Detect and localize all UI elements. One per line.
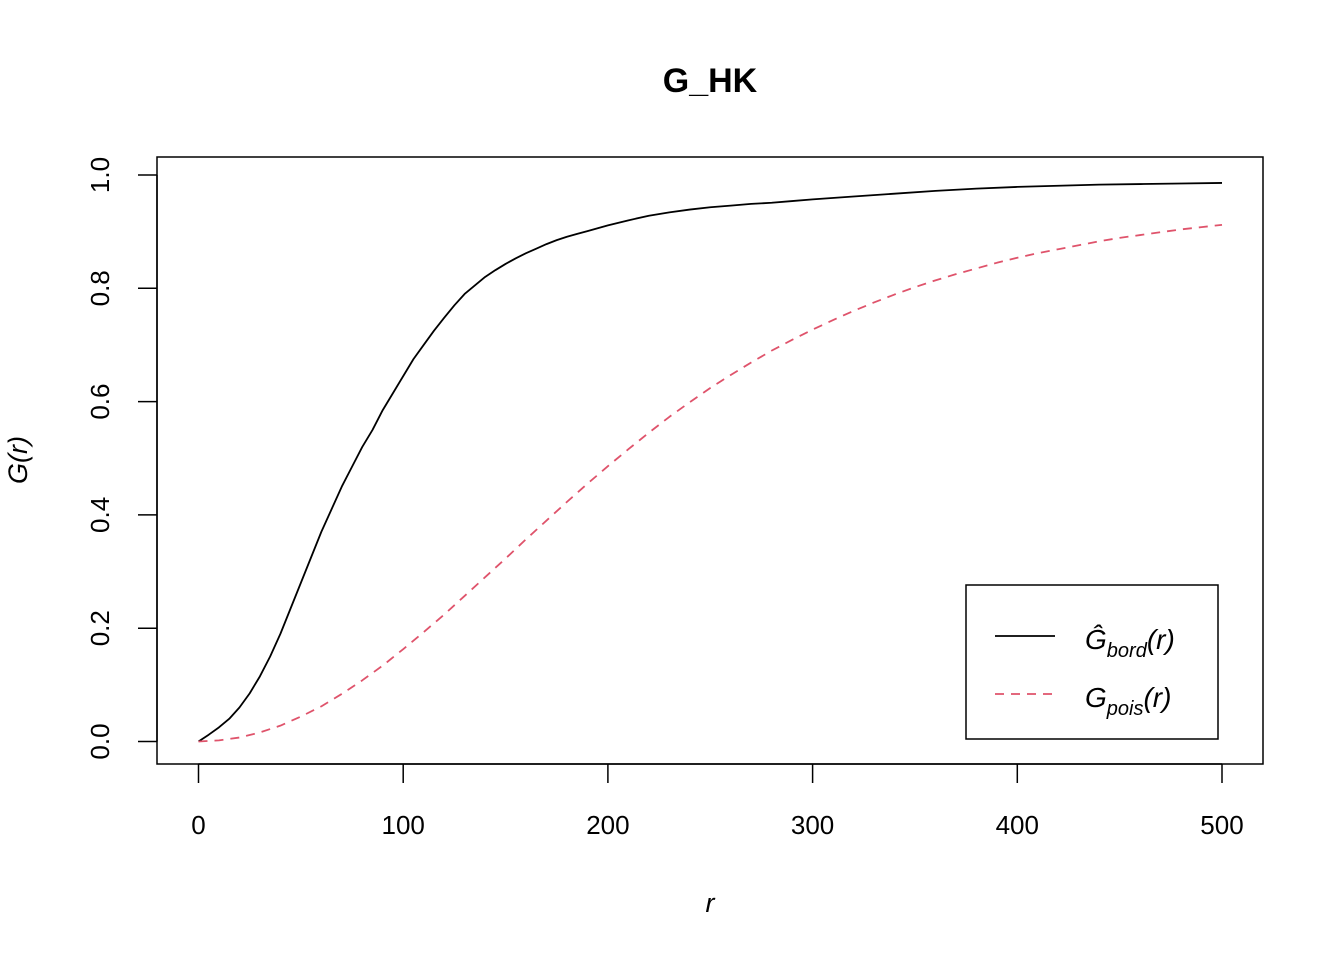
x-tick-label: 300 (791, 810, 834, 840)
series-line-bord (198, 182, 1223, 743)
x-tick-label: 0 (191, 810, 205, 840)
chart-title: G_HK (663, 62, 758, 100)
series-line-pois (198, 223, 1223, 743)
x-tick-label: 100 (382, 810, 425, 840)
legend: Ĝbord(r) Gpois(r) (965, 584, 1219, 740)
x-tick-label: 400 (996, 810, 1039, 840)
legend-label-pois: Gpois(r) (1085, 682, 1171, 720)
y-axis-label: G(r) (3, 436, 33, 484)
x-axis: 0 100 200 300 400 500 (191, 763, 1244, 840)
y-tick-label: 0.4 (85, 497, 115, 533)
y-tick-label: 0.6 (85, 384, 115, 420)
legend-label-bord: Ĝbord(r) (1085, 624, 1175, 662)
x-axis-label: r (706, 888, 716, 918)
x-tick-label: 500 (1200, 810, 1243, 840)
series-layer (198, 182, 1223, 743)
y-tick-label: 1.0 (85, 157, 115, 193)
legend-box (965, 584, 1219, 740)
y-tick-label: 0.0 (85, 723, 115, 759)
x-tick-label: 200 (586, 810, 629, 840)
y-tick-label: 0.8 (85, 270, 115, 306)
y-axis: 0.0 0.2 0.4 0.6 0.8 1.0 (85, 157, 158, 760)
y-tick-label: 0.2 (85, 610, 115, 646)
